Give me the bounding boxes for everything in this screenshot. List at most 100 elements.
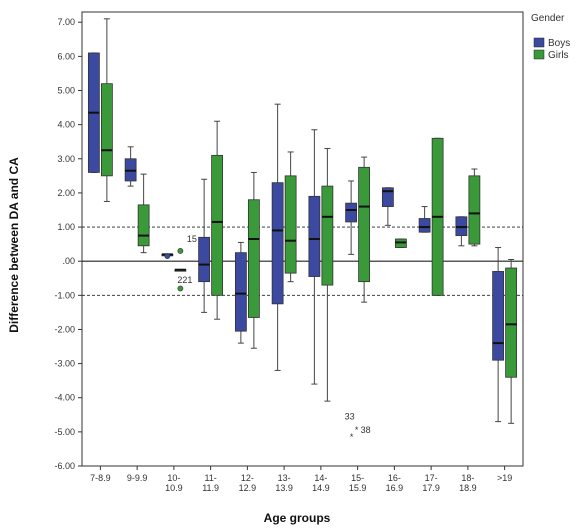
x-tick-label-2-0: 10- — [167, 473, 180, 483]
x-tick-label-5-0: 13- — [278, 473, 291, 483]
x-tick-label-5-1: 13.9 — [275, 483, 293, 493]
x-tick-label-8-0: 16- — [388, 473, 401, 483]
box-body — [271, 182, 284, 305]
legend-title: Gender — [531, 13, 565, 24]
y-tick-label-9: 3.00 — [57, 154, 75, 164]
y-tick-label-13: 7.00 — [57, 17, 75, 27]
box-body — [505, 267, 518, 378]
x-tick-label-3-1: 11.9 — [202, 483, 219, 493]
box-body — [198, 236, 211, 283]
box-body — [468, 175, 481, 245]
box-girls-6 — [321, 148, 334, 402]
y-axis-title: Difference between DA and CA — [7, 157, 21, 333]
y-tick-label-0: -6.00 — [54, 461, 75, 471]
x-tick-label-8-1: 16.9 — [386, 483, 404, 493]
extreme-marker-4: * — [350, 432, 354, 442]
box-boys-11 — [492, 247, 505, 423]
x-tick-label-0-0: 7-8.9 — [90, 473, 111, 483]
box-boys-9 — [418, 206, 431, 233]
x-tick-label-7-0: 15- — [351, 473, 364, 483]
box-body — [234, 252, 247, 332]
y-tick-label-5: -1.00 — [54, 290, 75, 300]
box-girls-0 — [100, 18, 113, 202]
y-tick-label-2: -4.00 — [54, 393, 75, 403]
box-boys-0 — [87, 52, 100, 173]
x-tick-label-6-1: 14.9 — [312, 483, 330, 493]
box-body — [345, 202, 358, 223]
x-tick-label-9-0: 17- — [425, 473, 438, 483]
box-boys-4 — [234, 241, 247, 344]
box-body — [381, 187, 394, 207]
y-tick-label-4: -2.00 — [54, 324, 75, 334]
boxes-layer — [87, 18, 518, 424]
legend: Gender Boys Girls — [531, 13, 570, 61]
box-boys-8 — [381, 187, 394, 226]
box-body — [308, 195, 321, 277]
x-axis-title: Age groups — [264, 511, 331, 525]
box-girls-10 — [468, 168, 481, 247]
y-tick-label-7: 1.00 — [57, 222, 75, 232]
box-boys-10 — [455, 216, 468, 247]
x-tick-label-10-1: 18.9 — [459, 483, 477, 493]
box-boys-5 — [271, 103, 284, 371]
y-tick-label-11: 5.00 — [57, 86, 75, 96]
box-girls-2 — [174, 268, 187, 272]
y-tick-label-12: 6.00 — [57, 51, 75, 61]
x-tick-label-3-0: 11- — [204, 473, 216, 483]
box-girls-7 — [358, 156, 371, 303]
x-axis: 7-8.9 9-9.9 10-10.9 11-11.9 12-12.9 13-13.9 14… — [90, 466, 512, 493]
x-tick-label-1-0: 9-9.9 — [127, 473, 148, 483]
box-boys-7 — [345, 180, 358, 255]
outlier-label-1: 221 — [177, 275, 192, 285]
x-tick-label-11-0: >19 — [497, 473, 512, 483]
outlier-label-0: 15 — [187, 234, 197, 244]
box-body — [137, 204, 150, 247]
plot-area — [81, 11, 524, 467]
x-tick-label-6-0: 14- — [314, 473, 327, 483]
y-tick-label-6: .00 — [62, 256, 75, 266]
reference-lines — [82, 226, 523, 296]
outlier-girls-0 — [177, 248, 184, 254]
x-tick-label-4-0: 12- — [241, 473, 254, 483]
box-girls-9 — [431, 137, 444, 296]
outlier-label-2: 33 — [345, 412, 355, 422]
y-tick-label-8: 2.00 — [57, 188, 75, 198]
x-tick-label-7-1: 15.9 — [349, 483, 367, 493]
x-tick-label-10-0: 18- — [461, 473, 474, 483]
y-tick-label-1: -5.00 — [54, 427, 75, 437]
y-tick-label-3: -3.00 — [54, 359, 75, 369]
legend-label-boys: Boys — [548, 38, 570, 49]
box-body — [284, 175, 297, 274]
box-body — [247, 199, 260, 318]
legend-swatch-boys — [533, 37, 545, 48]
legend-swatch-girls — [533, 49, 545, 60]
box-girls-1 — [137, 173, 150, 254]
outlier-girls-1 — [177, 285, 184, 292]
box-boys-1 — [124, 146, 137, 187]
outlier-boys-0 — [164, 253, 171, 259]
box-girls-4 — [247, 171, 260, 349]
plot-frame — [81, 11, 524, 467]
x-tick-label-2-1: 10.9 — [165, 483, 183, 493]
legend-label-girls: Girls — [548, 50, 569, 61]
y-axis: -6.00 -5.00 -4.00 -3.00 -2.00 -1.00 .00 1.00 2.0… — [54, 17, 82, 471]
box-body — [211, 154, 224, 296]
extreme-marker-3: * — [355, 425, 359, 435]
box-body — [358, 166, 371, 283]
y-tick-label-10: 4.00 — [57, 120, 75, 130]
box-boys-6 — [308, 129, 321, 385]
box-boys-3 — [198, 178, 211, 313]
box-body — [492, 271, 505, 361]
box-girls-5 — [284, 151, 297, 283]
outlier-label-3: 38 — [361, 425, 371, 435]
box-girls-11 — [505, 258, 518, 424]
box-body — [321, 185, 334, 286]
box-girls-3 — [211, 120, 224, 320]
x-tick-label-9-1: 17.9 — [422, 483, 440, 493]
box-body — [100, 83, 113, 177]
box-girls-8 — [394, 238, 407, 249]
box-body — [418, 218, 431, 233]
x-tick-label-4-1: 12.9 — [239, 483, 257, 493]
